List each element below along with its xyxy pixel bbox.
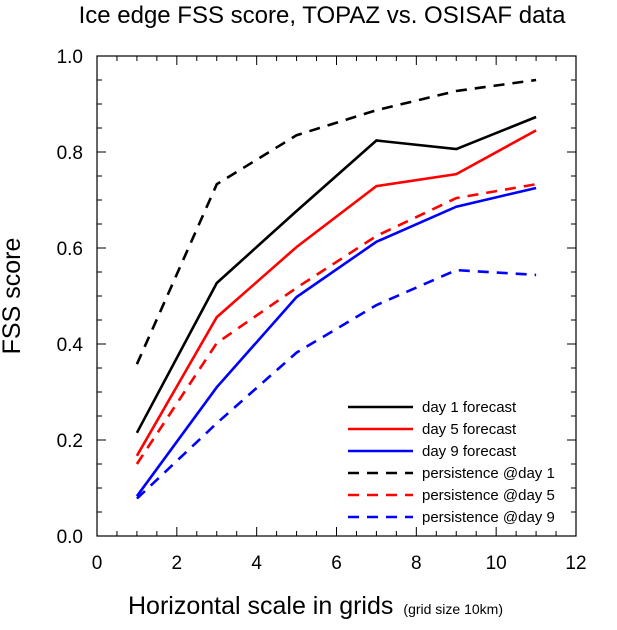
- legend-label: persistence @day 5: [422, 487, 555, 504]
- x-tick-label: 6: [331, 553, 342, 574]
- y-tick-label: 0.4: [57, 335, 84, 356]
- x-tick-label: 4: [251, 553, 262, 574]
- x-axis-label-note: (grid size 10km): [403, 601, 503, 617]
- x-axis-label: Horizontal scale in grids (grid size 10km…: [128, 592, 503, 620]
- y-tick-label: 0.6: [57, 239, 83, 260]
- x-tick-label: 10: [486, 553, 507, 574]
- y-axis-label: FSS score: [0, 238, 26, 355]
- series-line-2: [135, 129, 537, 457]
- series-line-3: [135, 186, 537, 497]
- series-line-5: [135, 182, 537, 465]
- legend-label: day 9 forecast: [422, 443, 517, 460]
- plot-frame: [96, 55, 577, 537]
- y-tick-label: 0.0: [57, 527, 83, 548]
- series-line-1: [135, 115, 537, 434]
- series-line-4: [135, 78, 537, 365]
- y-tick-label: 0.2: [57, 431, 83, 452]
- x-axis-label-main: Horizontal scale in grids: [128, 592, 393, 620]
- x-tick-label: 8: [411, 553, 422, 574]
- series-line-6: [136, 268, 537, 500]
- legend-label: persistence @day 1: [422, 465, 555, 482]
- chart-title: Ice edge FSS score, TOPAZ vs. OSISAF dat…: [79, 2, 567, 29]
- legend-label: persistence @day 9: [422, 509, 555, 526]
- x-tick-label: 2: [172, 553, 183, 574]
- x-tick-label: 12: [565, 553, 586, 574]
- y-tick-label: 1.0: [57, 47, 83, 68]
- legend-label: day 5 forecast: [422, 421, 517, 438]
- x-tick-label: 0: [92, 553, 103, 574]
- plot-area: 0 2 4 6 8 10 12 0.0 0.2 0.4 0.6 0.8 1.0 day 1 forecas…: [57, 47, 587, 574]
- y-tick-label: 0.8: [57, 143, 83, 164]
- legend-label: day 1 forecast: [422, 399, 517, 416]
